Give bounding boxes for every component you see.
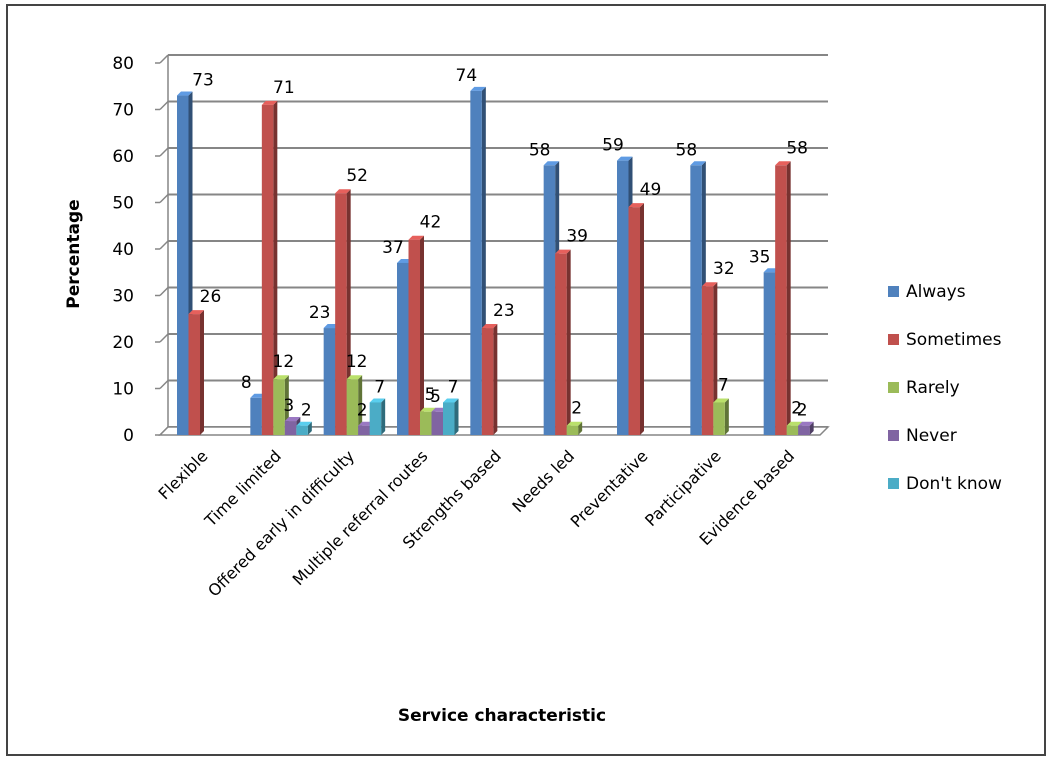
gridline-depth [159, 193, 169, 204]
bar [481, 324, 498, 435]
bar [798, 421, 814, 435]
data-label: 5 [425, 385, 436, 405]
y-axis-ticks: 0 10 20 30 40 50 60 70 80 [112, 54, 160, 446]
legend-swatch [888, 382, 899, 393]
data-label: 7 [718, 375, 729, 395]
bar [701, 282, 718, 435]
data-label: 3 [283, 396, 294, 416]
legend-item: Always [888, 282, 966, 302]
data-label: 32 [713, 259, 735, 279]
data-label: 35 [749, 247, 771, 267]
bar [566, 421, 583, 435]
data-label: 5 [430, 387, 441, 407]
data-label: 26 [200, 287, 222, 307]
y-tick-label: 30 [112, 287, 134, 307]
data-label: 39 [566, 227, 588, 247]
y-tick-label: 10 [112, 380, 134, 400]
gridline-depth [159, 240, 169, 250]
bar [346, 375, 363, 435]
gridline-depth [159, 54, 169, 64]
data-label: 2 [571, 399, 582, 419]
bar [713, 398, 729, 435]
bar [628, 203, 644, 435]
bar [188, 310, 204, 435]
legend-label: Always [906, 282, 966, 302]
x-axis-title: Service characteristic [398, 706, 606, 726]
bar [296, 421, 312, 435]
chart-frame: 0 10 20 30 40 50 60 70 80 73 26 8 71 12 3 2 23 52 12 2 7 37 4… [6, 4, 1046, 756]
y-tick-label: 50 [112, 194, 134, 214]
bar [261, 100, 278, 435]
legend-item: Never [888, 426, 957, 446]
x-tick-label: Preventative [567, 446, 652, 531]
gridline-depth [159, 333, 169, 343]
data-label: 23 [493, 301, 515, 321]
y-tick-label: 20 [112, 333, 134, 353]
legend-swatch [888, 478, 899, 489]
data-label: 59 [602, 136, 624, 156]
data-label: 7 [448, 377, 459, 397]
legend-swatch [888, 334, 899, 345]
legend-label: Never [906, 426, 957, 446]
gridline-depth [159, 100, 169, 111]
data-label: 74 [456, 66, 478, 86]
data-label: 8 [241, 373, 252, 393]
legend-label: Sometimes [906, 330, 1002, 350]
bar [775, 161, 791, 436]
y-tick-label: 70 [112, 101, 134, 121]
x-tick-label: Needs led [508, 446, 578, 516]
data-label: 2 [301, 401, 312, 421]
data-label: 2 [791, 399, 802, 419]
data-label: 2 [357, 401, 368, 421]
y-tick-label: 40 [112, 240, 134, 260]
bar [555, 249, 571, 435]
gridline-depth [159, 379, 169, 390]
bar [443, 398, 459, 435]
data-label: 49 [640, 180, 662, 200]
bar [369, 398, 386, 435]
legend-item: Rarely [888, 378, 960, 398]
data-label: 42 [420, 213, 442, 233]
data-label: 12 [346, 352, 368, 372]
data-label: 37 [382, 238, 404, 258]
data-label: 58 [676, 140, 698, 160]
gridline-depth [159, 147, 169, 157]
legend: Always Sometimes Rarely Never Don't know [888, 282, 1002, 494]
data-label: 7 [374, 377, 385, 397]
legend-swatch [888, 430, 899, 441]
y-tick-label: 0 [123, 426, 134, 446]
legend-label: Rarely [906, 378, 960, 398]
legend-label: Don't know [906, 474, 1002, 494]
bars [177, 86, 814, 436]
data-label: 73 [192, 71, 214, 91]
data-label: 2 [797, 401, 808, 421]
data-label: 52 [346, 166, 368, 186]
legend-item: Sometimes [888, 330, 1002, 350]
data-label: 12 [273, 352, 295, 372]
data-label: 23 [309, 303, 331, 323]
y-tick-label: 80 [112, 54, 134, 74]
y-tick-label: 60 [112, 147, 134, 167]
x-tick-label: Offered early in difficulty [204, 446, 358, 600]
legend-swatch [888, 286, 899, 297]
legend-item: Don't know [888, 474, 1002, 494]
data-label: 58 [786, 138, 808, 158]
gridline-depth [159, 286, 169, 297]
data-label: 71 [273, 78, 295, 98]
y-axis-title: Percentage [64, 199, 84, 308]
x-tick-label: Multiple referral routes [289, 446, 432, 589]
x-tick-label: Flexible [155, 446, 212, 503]
bar [335, 189, 351, 435]
data-label: 58 [529, 140, 551, 160]
bar [408, 235, 424, 435]
